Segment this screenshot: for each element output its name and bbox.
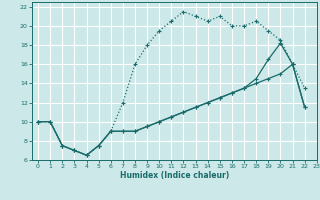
X-axis label: Humidex (Indice chaleur): Humidex (Indice chaleur)	[120, 171, 229, 180]
